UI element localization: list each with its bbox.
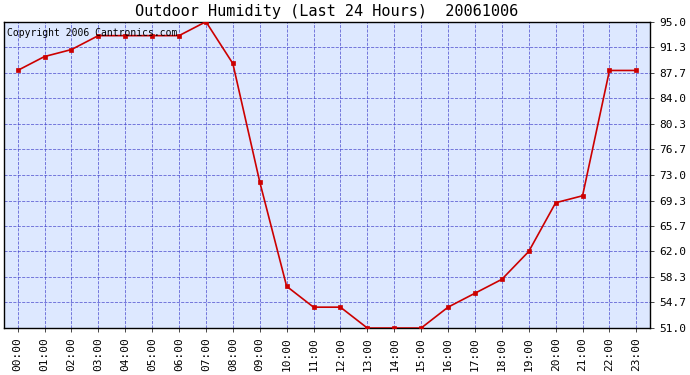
- Text: Copyright 2006 Cantronics.com: Copyright 2006 Cantronics.com: [8, 28, 178, 38]
- Title: Outdoor Humidity (Last 24 Hours)  20061006: Outdoor Humidity (Last 24 Hours) 2006100…: [135, 4, 519, 19]
